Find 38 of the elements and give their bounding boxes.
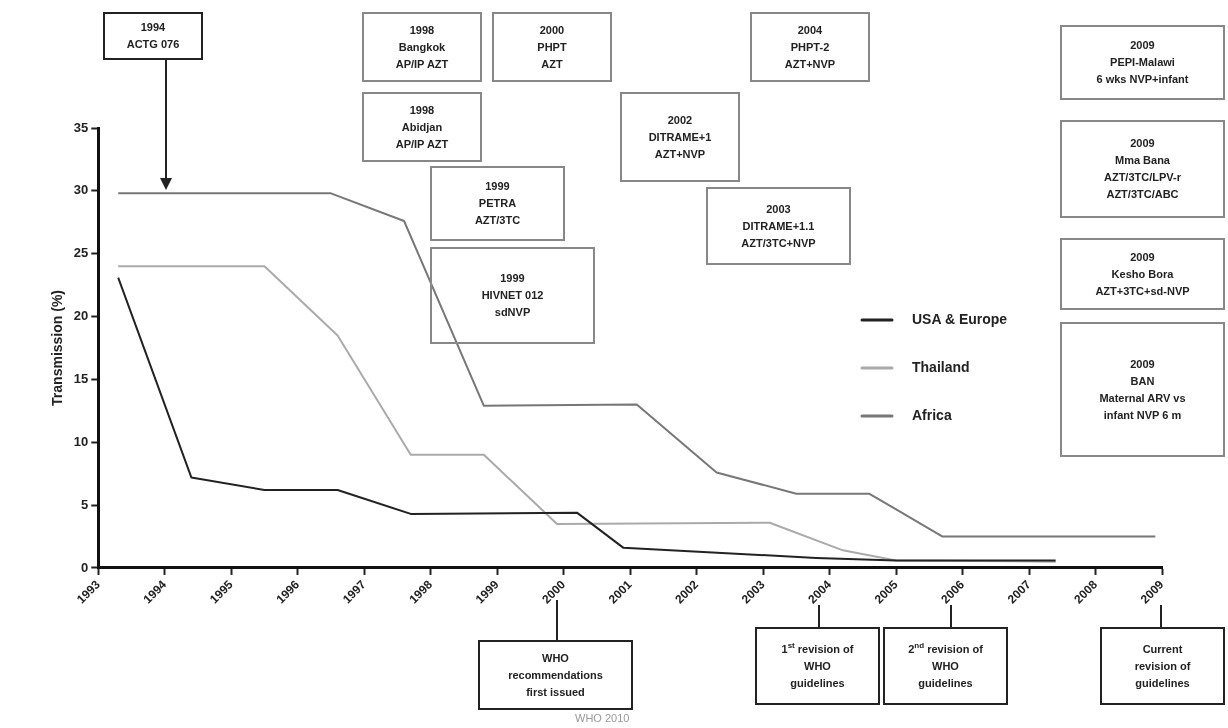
note-box: 2009 BAN Maternal ARV vs infant NVP 6 m (1060, 322, 1225, 457)
annotation: 1998 Abidjan AP/IP AZT (395, 102, 449, 152)
note-box: 1$^{st}$ revision of WHO guidelines (755, 627, 880, 705)
text: WHO 2010 (575, 712, 630, 724)
note-box: 1999 HIVNET 012 sdNVP (430, 247, 595, 344)
legend-label: Thailand (912, 358, 970, 375)
y-tick-label: 5 (81, 496, 89, 512)
annotation: 1999 PETRA AZT/3TC (474, 179, 521, 228)
annotation: 2003 DITRAME+1.1 AZT/3TC+NVP (741, 201, 816, 251)
note-box: 2004 PHPT-2 AZT+NVP (750, 12, 870, 82)
annotation: 2002 DITRAME+1 AZT+NVP (648, 112, 712, 162)
note-box: 1999 PETRA AZT/3TC (430, 166, 565, 241)
note-box: 1994 ACTG 076 (103, 12, 203, 60)
legend-label: USA & Europe (912, 310, 1008, 327)
y-tick-label: 0 (81, 559, 89, 575)
note-box: 2009 Mma Bana AZT/3TC/LPV-r AZT/3TC/ABC (1060, 120, 1225, 218)
note-box: 2009 PEPI-Malawi 6 wks NVP+infant (1060, 25, 1225, 100)
annotation: 1999 HIVNET 012 sdNVP (481, 271, 544, 320)
y-axis-title: Transmission (%) (49, 290, 66, 406)
y-tick-label: 15 (73, 370, 89, 386)
note-box: 2$^{nd}$ revision of WHO guidelines (883, 627, 1008, 705)
note-box: 2009 Kesho Bora AZT+3TC+sd-NVP (1060, 238, 1225, 310)
note-box: 2002 DITRAME+1 AZT+NVP (620, 92, 740, 182)
note-box: Current revision of guidelines (1100, 627, 1225, 705)
y-tick-label: 35 (73, 119, 89, 135)
y-tick-label: 20 (73, 308, 89, 324)
annotation: 2009 Mma Bana AZT/3TC/LPV-r AZT/3TC/ABC (1103, 136, 1181, 202)
note-box: WHO recommendations first issued (478, 640, 633, 710)
y-tick-label: 30 (73, 182, 89, 198)
y-tick-label: 10 (73, 433, 89, 449)
annotation: 2009 BAN Maternal ARV vs infant NVP 6 m (1099, 356, 1186, 423)
note-box: 2000 PHPT AZT (492, 12, 612, 82)
note-box: 1998 Bangkok AP/IP AZT (362, 12, 482, 82)
legend-label: Africa (912, 406, 952, 423)
note-box: 1998 Abidjan AP/IP AZT (362, 92, 482, 162)
annotation: 2009 Kesho Bora AZT+3TC+sd-NVP (1095, 249, 1190, 299)
note-box: 2003 DITRAME+1.1 AZT/3TC+NVP (706, 187, 851, 265)
y-tick-label: 25 (73, 245, 89, 261)
